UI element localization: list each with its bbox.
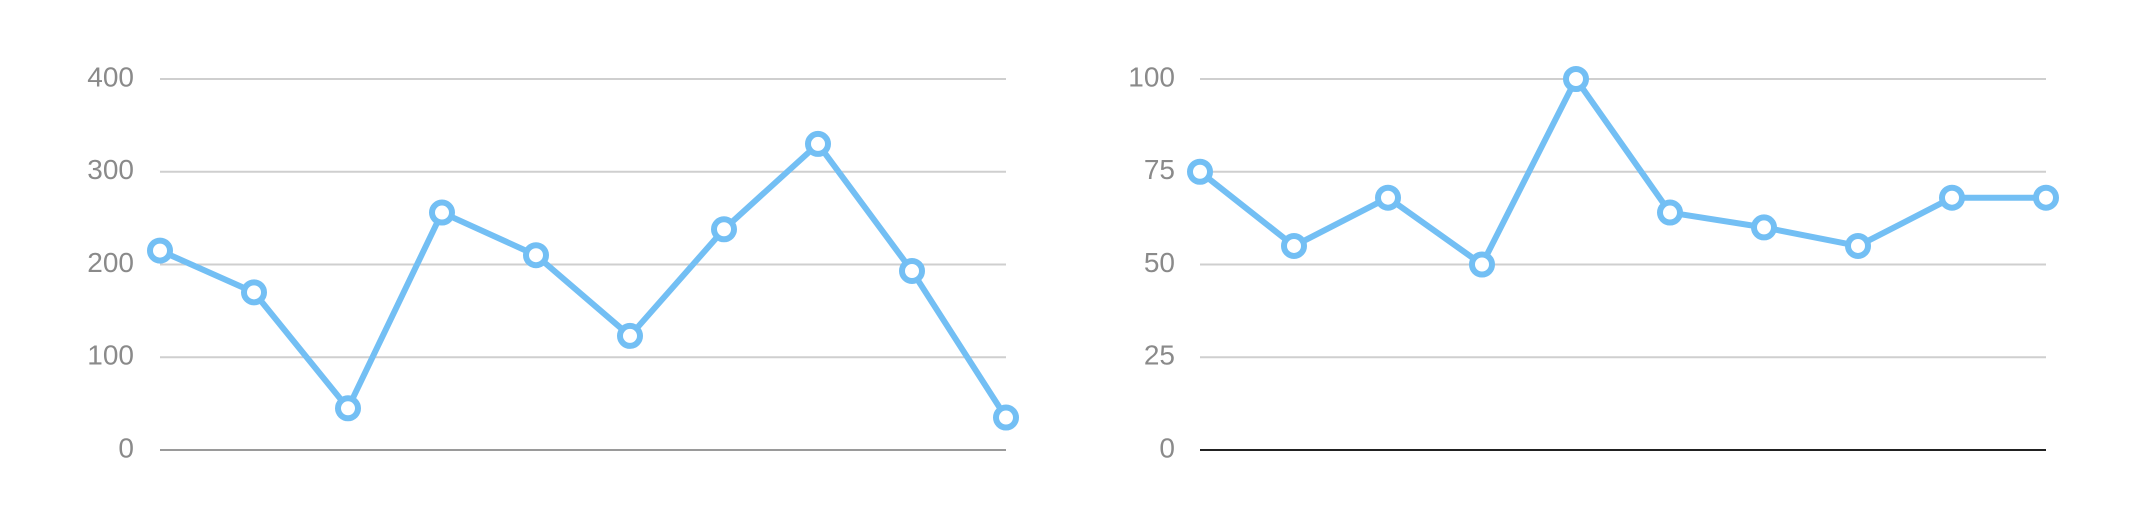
y-tick-label: 25 <box>1144 340 1175 371</box>
data-point[interactable] <box>993 404 1019 431</box>
series-line <box>157 140 1009 421</box>
y-tick-label: 50 <box>1144 247 1175 278</box>
data-point[interactable] <box>1281 232 1307 259</box>
series-line <box>1197 76 2049 268</box>
data-point[interactable] <box>805 130 831 157</box>
y-tick-label: 0 <box>1159 432 1175 463</box>
left-line-chart: 0 100 200 300 400 <box>87 61 1019 463</box>
data-point[interactable] <box>1751 214 1777 241</box>
data-point[interactable] <box>1375 184 1401 211</box>
y-tick-label: 200 <box>87 247 134 278</box>
data-point[interactable] <box>711 216 737 243</box>
data-point[interactable] <box>899 257 925 284</box>
y-tick-label: 75 <box>1144 154 1175 185</box>
y-tick-label: 400 <box>87 61 134 92</box>
right-line-chart: 0 25 50 75 100 <box>1128 61 2059 463</box>
data-point[interactable] <box>1187 158 1213 185</box>
y-tick-label: 100 <box>87 340 134 371</box>
data-point[interactable] <box>147 237 173 264</box>
data-point[interactable] <box>241 279 267 306</box>
data-point[interactable] <box>1563 66 1589 92</box>
data-point[interactable] <box>1845 232 1871 259</box>
data-point[interactable] <box>523 242 549 269</box>
y-tick-label: 100 <box>1128 61 1175 92</box>
data-point[interactable] <box>2033 184 2059 211</box>
data-point[interactable] <box>335 395 361 422</box>
data-point[interactable] <box>1469 251 1495 278</box>
data-point[interactable] <box>1939 184 1965 211</box>
y-tick-label: 0 <box>118 432 134 463</box>
y-tick-label: 300 <box>87 154 134 185</box>
data-point[interactable] <box>1657 199 1683 226</box>
data-point[interactable] <box>617 322 643 349</box>
data-point[interactable] <box>429 199 455 226</box>
